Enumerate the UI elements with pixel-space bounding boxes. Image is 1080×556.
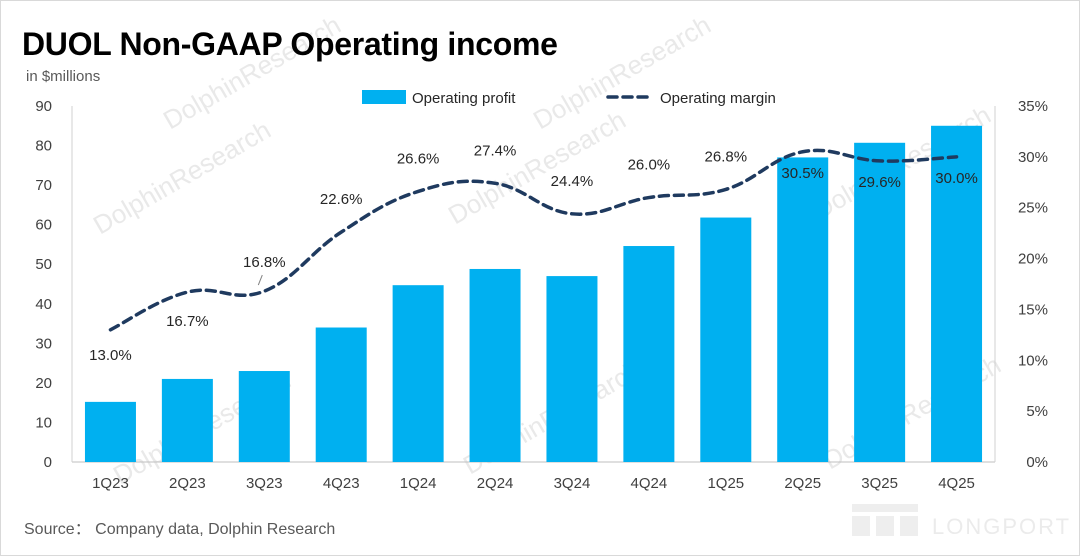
bar — [238, 371, 290, 462]
margin-line — [108, 148, 959, 332]
y-right-tick-label: 15% — [1018, 301, 1048, 318]
y-left-tick-label: 30 — [35, 335, 52, 352]
y-right-tick-label: 10% — [1018, 352, 1048, 369]
y-right-tick-label: 0% — [1026, 454, 1048, 471]
bar — [161, 378, 213, 462]
y-left-tick-label: 80 — [35, 138, 52, 155]
margin-data-label: 22.6% — [320, 191, 363, 208]
axes: 0 10 20 30 40 50 60 70 80 90 0% 5% 10% 15% 20% 25% 30% 35… — [35, 98, 1048, 492]
y-left-tick-label: 20 — [35, 375, 52, 392]
unit-label: in $millions — [26, 68, 101, 85]
bar — [931, 125, 983, 463]
legend: Operating profit Operating margin — [362, 90, 776, 107]
bar-series — [84, 125, 983, 463]
x-tick-label: 1Q24 — [400, 475, 437, 492]
x-tick-label: 4Q23 — [323, 475, 360, 492]
margin-data-label: 30.5% — [781, 165, 824, 182]
logo-mark-icon — [852, 504, 918, 536]
bar — [854, 142, 906, 462]
bar — [315, 327, 367, 462]
source-note: Source： Company data, Dolphin Research — [24, 521, 336, 538]
label-leader-line — [257, 274, 263, 286]
x-tick-label: 1Q23 — [92, 475, 129, 492]
legend-label-operating-profit: Operating profit — [412, 90, 516, 107]
x-tick-label: 3Q23 — [246, 475, 283, 492]
x-tick-label: 3Q24 — [554, 475, 591, 492]
bar — [84, 401, 136, 462]
margin-data-label: 24.4% — [551, 173, 594, 190]
longport-logo: LONGPORT — [852, 500, 1072, 540]
y-left-tick-label: 10 — [35, 414, 52, 431]
bar — [469, 268, 521, 462]
bar — [392, 285, 444, 462]
y-right-tick-label: 30% — [1018, 149, 1048, 166]
margin-data-label: 29.6% — [858, 174, 901, 191]
margin-data-label: 26.8% — [705, 148, 748, 165]
bar — [623, 246, 675, 462]
y-left-tick-label: 0 — [44, 454, 52, 471]
x-tick-label: 3Q25 — [861, 475, 898, 492]
margin-data-label: 27.4% — [474, 142, 517, 159]
legend-label-operating-margin: Operating margin — [660, 90, 776, 107]
y-right-tick-label: 25% — [1018, 200, 1048, 217]
y-right-tick-label: 5% — [1026, 403, 1048, 420]
margin-data-label: 16.7% — [166, 313, 209, 330]
margin-data-label: 26.0% — [628, 157, 671, 174]
margin-data-label: 13.0% — [89, 347, 132, 364]
y-left-tick-label: 70 — [35, 177, 52, 194]
data-labels: 13.0% 16.7% 16.8% 22.6% 26.6% 27.4% 24.4% 26.0%… — [89, 142, 978, 363]
watermark-text: DolphinResearch — [88, 114, 276, 240]
margin-data-label: 26.6% — [397, 150, 440, 167]
line-series — [108, 148, 959, 332]
margin-data-label: 30.0% — [935, 170, 978, 187]
bar — [777, 157, 829, 462]
y-right-tick-label: 20% — [1018, 251, 1048, 268]
margin-data-label: 16.8% — [243, 254, 286, 271]
chart-title: DUOL Non-GAAP Operating income — [22, 26, 558, 62]
x-tick-label: 4Q25 — [938, 475, 975, 492]
logo-text: LONGPORT — [932, 514, 1072, 539]
y-left-tick-label: 50 — [35, 256, 52, 273]
x-tick-label: 4Q24 — [631, 475, 668, 492]
y-right-tick-label: 35% — [1018, 98, 1048, 115]
x-tick-label: 2Q24 — [477, 475, 514, 492]
y-left-tick-label: 90 — [35, 98, 52, 115]
bar — [700, 217, 752, 462]
x-tick-label: 1Q25 — [707, 475, 744, 492]
legend-swatch-operating-profit — [362, 90, 406, 104]
bar — [546, 276, 598, 462]
x-tick-label: 2Q25 — [784, 475, 821, 492]
y-left-tick-label: 40 — [35, 296, 52, 313]
x-tick-label: 2Q23 — [169, 475, 206, 492]
y-left-tick-label: 60 — [35, 217, 52, 234]
